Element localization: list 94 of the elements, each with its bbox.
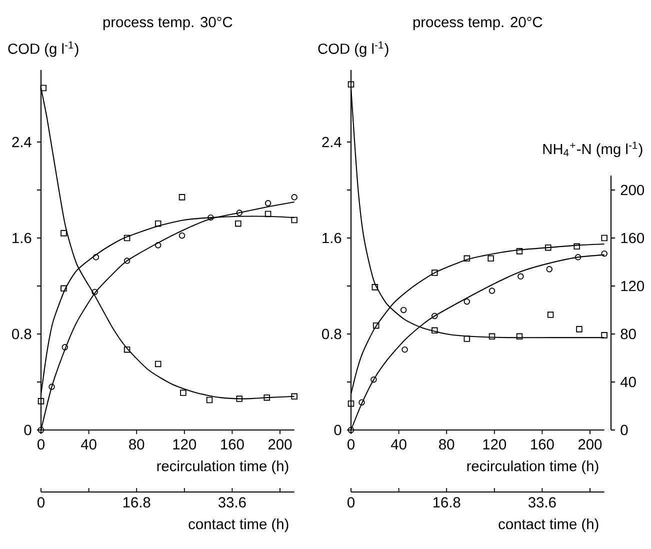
point: [124, 258, 130, 264]
x2-tick-label: 16.8: [123, 497, 150, 508]
x-tick-label: 200: [578, 439, 602, 450]
point: [516, 333, 523, 340]
chart-title: process temp. 20°C: [413, 16, 542, 30]
point: [206, 396, 213, 404]
point: [574, 243, 580, 250]
x-tick-label: 40: [390, 439, 406, 450]
point: [264, 200, 272, 206]
x-tick-label: 0: [347, 439, 354, 450]
point: [264, 210, 272, 218]
point: [60, 285, 67, 292]
point: [370, 376, 377, 383]
point: [38, 398, 44, 404]
point: [601, 234, 608, 242]
point: [178, 194, 186, 200]
point: [547, 312, 554, 318]
point: [291, 393, 298, 400]
point: [178, 232, 186, 239]
point: [516, 248, 523, 254]
y2-tick-label: 40: [620, 376, 636, 388]
x-tick-label: 160: [221, 439, 244, 450]
y-tick-label: 0.8: [322, 328, 342, 340]
point: [264, 394, 270, 401]
x-tick-label: 40: [80, 439, 96, 450]
y-tick-label: 1.6: [12, 232, 32, 244]
y-tick-label: 0.8: [12, 328, 32, 340]
y-axis-title: COD (g l$^{-1}$): [8, 41, 78, 57]
x-tick-label: 0: [37, 439, 44, 450]
y-axis-title: COD (g l$^{-1}$): [318, 41, 388, 57]
point: [291, 194, 298, 200]
x-tick-label: 80: [129, 439, 144, 450]
point: [432, 270, 438, 276]
point: [576, 326, 582, 332]
point: [488, 255, 494, 262]
y2-tick-label: 120: [621, 280, 644, 292]
point: [574, 254, 582, 260]
point: [488, 288, 496, 294]
point: [358, 399, 365, 406]
x-tick-label: 160: [531, 439, 554, 450]
x-tick-label: 120: [483, 439, 506, 450]
point: [291, 216, 298, 224]
point: [432, 312, 438, 320]
point: [400, 306, 407, 314]
point: [62, 344, 68, 350]
point: [124, 346, 130, 353]
point: [154, 360, 162, 368]
y-tick-label: 1.6: [322, 232, 342, 244]
point: [154, 220, 162, 227]
y2-axis-title: NH$_{4}$$^{+}$-N (mg l$^{-1}$): [543, 142, 642, 158]
y2-tick-label: 160: [621, 232, 644, 244]
x2-tick-label: 0: [37, 497, 44, 508]
x-axis-title: recirculation time (h): [157, 460, 288, 474]
y-tick-label: 2.4: [12, 136, 32, 148]
point: [518, 273, 524, 280]
point: [180, 390, 186, 396]
x-tick-label: 80: [439, 439, 454, 450]
point: [464, 298, 470, 305]
point: [464, 255, 470, 262]
x-axis-title: recirculation time (h): [467, 460, 598, 474]
x2-tick-label: 0: [347, 497, 354, 508]
point: [60, 230, 67, 236]
point: [124, 234, 130, 242]
point: [372, 322, 380, 329]
point: [92, 254, 100, 260]
point: [208, 214, 214, 221]
point: [236, 396, 243, 402]
point: [546, 266, 552, 272]
point: [402, 346, 408, 353]
x2-tick-label: 33.6: [218, 497, 246, 508]
point: [348, 400, 354, 407]
x2-tick-label: 16.8: [433, 497, 460, 508]
point: [236, 210, 243, 216]
point: [48, 384, 55, 390]
x-tick-label: 200: [268, 439, 292, 450]
point: [372, 284, 378, 290]
point: [488, 333, 496, 340]
point: [432, 327, 438, 334]
x2-axis-title: contact time (h): [188, 518, 288, 532]
point: [545, 244, 552, 251]
y2-tick-label: 200: [620, 184, 644, 196]
point: [154, 242, 162, 248]
x2-axis-title: contact time (h): [498, 518, 598, 532]
y-tick-label: 2.4: [322, 136, 342, 148]
x2-tick-label: 33.6: [528, 497, 556, 508]
point: [464, 336, 470, 342]
x-tick-label: 120: [173, 439, 196, 450]
y-tick-label: 0: [24, 424, 32, 436]
y-tick-label: 0: [334, 424, 342, 436]
chart-title: process temp. 30°C: [103, 16, 232, 30]
y2-tick-label: 80: [620, 328, 636, 340]
point: [235, 220, 242, 227]
y2-tick-label: 0: [620, 424, 628, 436]
point: [92, 288, 98, 296]
